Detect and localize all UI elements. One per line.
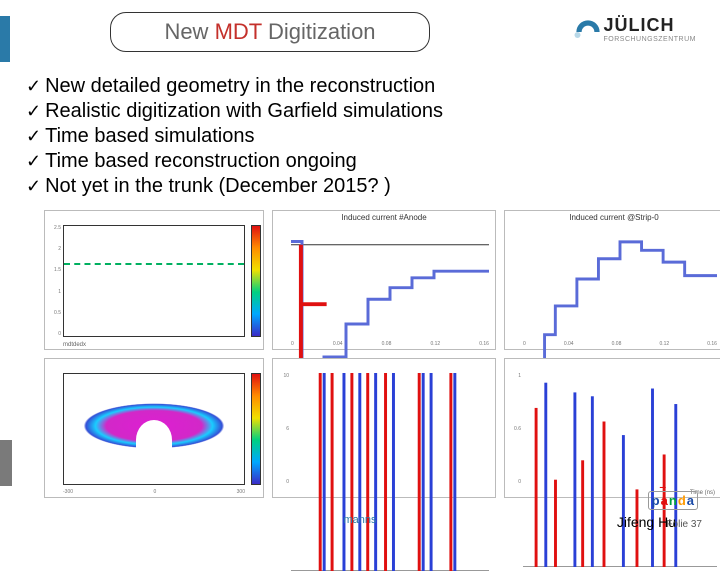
colorbar [251,225,261,337]
bar-plot [291,373,489,571]
title-suffix: Digitization [262,19,376,44]
slide-title: New MDT Digitization [164,19,375,45]
charts-grid: 2.5 2 1.5 1 0.5 0 mdtdedx Induced curren… [0,210,720,510]
chart-dedx: 2.5 2 1.5 1 0.5 0 mdtdedx [44,210,264,350]
julich-name: JÜLICH [604,15,697,36]
bar-plot [523,373,717,567]
bullet-text: Realistic digitization with Garfield sim… [45,99,443,124]
y-axis: 10.60 [507,373,521,485]
x-axis: 00.040.080.120.16 [523,341,717,347]
green-threshold-line [64,263,244,265]
footer-center: manns [343,514,376,526]
julich-icon [570,14,600,44]
chart-induced-strip: Induced current @Strip-0 00.040.080.120.… [504,210,720,350]
y-axis: 1060 [275,373,289,485]
y-axis: 2.5 2 1.5 1 0.5 0 [47,225,61,337]
check-icon: ✓ [26,150,41,173]
x-axis: 00.040.080.120.16 [291,341,489,347]
side-accent [0,210,36,498]
bullet-item: ✓Time based reconstruction ongoing [26,149,443,174]
julich-logo: JÜLICH FORSCHUNGSZENTRUM [570,14,697,44]
bullet-item: ✓New detailed geometry in the reconstruc… [26,74,443,99]
density-notch [136,420,172,460]
chart-scatter-density: -3000300 [44,358,264,498]
chart-induced-anode: Induced current #Anode 00.040.080.120.16 [272,210,496,350]
check-icon: ✓ [26,75,41,98]
title-prefix: New [164,19,214,44]
colorbar [251,373,261,485]
accent-bar [0,16,10,62]
slide-title-box: New MDT Digitization [110,12,430,52]
chart-bars-a: 1060 [272,358,496,498]
bullet-text: New detailed geometry in the reconstruct… [45,74,435,99]
bullet-text: Not yet in the trunk (December 2015? ) [45,174,391,199]
bullet-text: Time based reconstruction ongoing [45,149,357,174]
bullet-item: ✓Realistic digitization with Garfield si… [26,99,443,124]
x-axis: -3000300 [63,489,245,495]
bullet-text: Time based simulations [45,124,254,149]
title-red: MDT [215,19,262,44]
check-icon: ✓ [26,175,41,198]
footer-page: Folie 37 [666,519,702,530]
x-label: mdtdedx [63,342,86,348]
bullet-item: ✓Time based simulations [26,124,443,149]
chart-title: Induced current @Strip-0 [505,211,720,222]
chart-title: Induced current #Anode [273,211,495,222]
julich-sub: FORSCHUNGSZENTRUM [604,36,697,43]
bullet-item: ✓Not yet in the trunk (December 2015? ) [26,174,443,199]
check-icon: ✓ [26,125,41,148]
chart-bars-b: 10.60 Time (ns) [504,358,720,498]
check-icon: ✓ [26,100,41,123]
bullet-list: ✓New detailed geometry in the reconstruc… [26,74,443,199]
panda-logo: p ‾a n d a [648,491,698,510]
